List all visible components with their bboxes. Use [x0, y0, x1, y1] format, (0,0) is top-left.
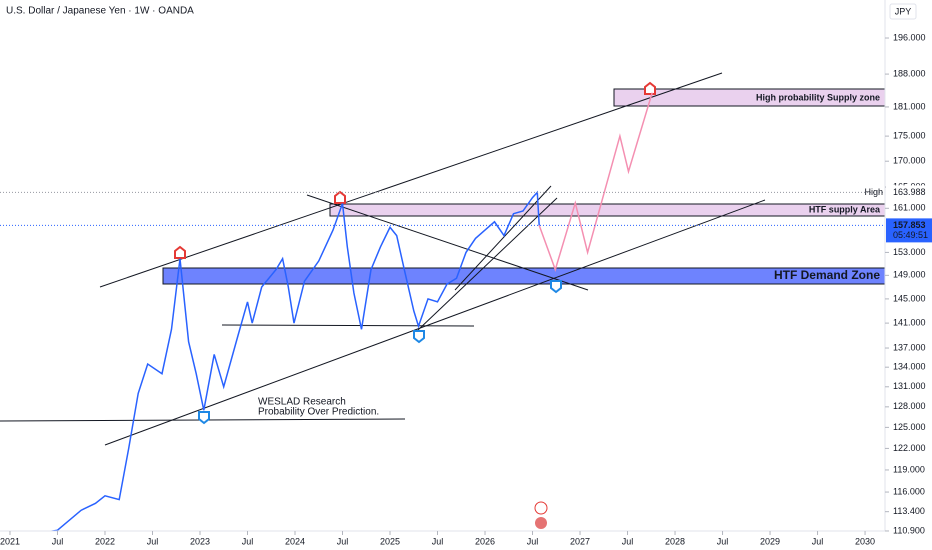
- x-tick-label: 2021: [0, 536, 20, 546]
- x-tick-label: Jul: [147, 536, 159, 546]
- y-tick-label: 181.000: [893, 101, 926, 111]
- x-tick-label: 2028: [665, 536, 685, 546]
- note: WESLAD Research: [258, 397, 346, 408]
- y-tick-label: 188.000: [893, 68, 926, 78]
- y-tick-label: 153.000: [893, 247, 926, 257]
- y-tick-label: 134.000: [893, 362, 926, 372]
- x-tick-label: 2029: [760, 536, 780, 546]
- x-tick-label: Jul: [242, 536, 254, 546]
- price-axis: [885, 0, 932, 550]
- supply-area: [329, 203, 886, 217]
- currency-box[interactable]: [889, 3, 917, 20]
- trend-line: [99, 72, 723, 288]
- x-tick-label: 2025: [380, 536, 400, 546]
- y-tick-label: 131.000: [893, 381, 926, 391]
- bottom-marker: [413, 330, 425, 344]
- price-line: [47, 190, 540, 531]
- note: Probability Over Prediction.: [258, 407, 379, 418]
- trend-line: [221, 324, 475, 327]
- high-label: High: [864, 187, 883, 197]
- x-tick-label: Jul: [52, 536, 64, 546]
- price-line: [538, 92, 653, 272]
- bottom-marker: [198, 411, 210, 425]
- trend-line: [306, 194, 589, 291]
- x-tick-label: 2023: [190, 536, 210, 546]
- y-tick-label: 113.400: [893, 506, 925, 516]
- y-tick-label: 119.000: [893, 464, 925, 474]
- y-tick-label: 122.000: [893, 443, 926, 453]
- markers: [174, 81, 656, 529]
- trend-line: [104, 199, 766, 446]
- supply-area-label: HTF supply Area: [809, 204, 881, 214]
- demand-zone-label: HTF Demand Zone: [774, 268, 880, 282]
- bottom-marker: [550, 280, 562, 294]
- x-tick-label: 2024: [285, 536, 305, 546]
- x-tick-label: Jul: [812, 536, 824, 546]
- chart-title: U.S. Dollar / Japanese Yen · 1W · OANDA: [6, 6, 194, 17]
- event-icon[interactable]: [535, 517, 547, 529]
- y-tick-label: 170.000: [893, 156, 926, 166]
- last-box: [886, 218, 932, 243]
- currency: JPY: [895, 6, 912, 16]
- x-tick-label: Jul: [432, 536, 444, 546]
- y-tick-label: 125.000: [893, 422, 926, 432]
- y-tick-label: 128.000: [893, 401, 926, 411]
- y-tick-label: 116.000: [893, 486, 925, 496]
- y-tick-label: 175.000: [893, 130, 926, 140]
- y-tick-label: 110.900: [893, 525, 925, 535]
- supply-zone-label: High probability Supply zone: [756, 92, 880, 102]
- y-tick-label: 137.000: [893, 342, 926, 352]
- x-tick-label: 2027: [570, 536, 590, 546]
- event-icon[interactable]: [534, 501, 548, 515]
- trend-line: [454, 185, 552, 291]
- x-tick-label: 2022: [95, 536, 115, 546]
- x-tick-label: Jul: [622, 536, 634, 546]
- x-tick-label: 2026: [475, 536, 495, 546]
- y-tick-label: 145.000: [893, 293, 926, 303]
- x-tick-label: Jul: [337, 536, 349, 546]
- trend-line: [417, 197, 558, 331]
- y-tick-label: 149.000: [893, 270, 926, 280]
- x-tick-label: Jul: [717, 536, 729, 546]
- y-tick-label: 196.000: [893, 32, 926, 42]
- top-marker: [644, 81, 656, 95]
- top-marker: [174, 245, 186, 259]
- plot: [0, 92, 885, 531]
- last-value: 157.853: [893, 220, 926, 230]
- y-tick-label: 141.000: [893, 317, 926, 327]
- high-value: 163.988: [893, 187, 926, 197]
- y-tick-label: 161.000: [893, 203, 926, 213]
- x-tick-label: 2030: [855, 536, 875, 546]
- countdown: 05:49:51: [893, 230, 928, 240]
- high-box: [886, 185, 932, 200]
- x-tick-label: Jul: [527, 536, 539, 546]
- top-marker: [334, 190, 346, 204]
